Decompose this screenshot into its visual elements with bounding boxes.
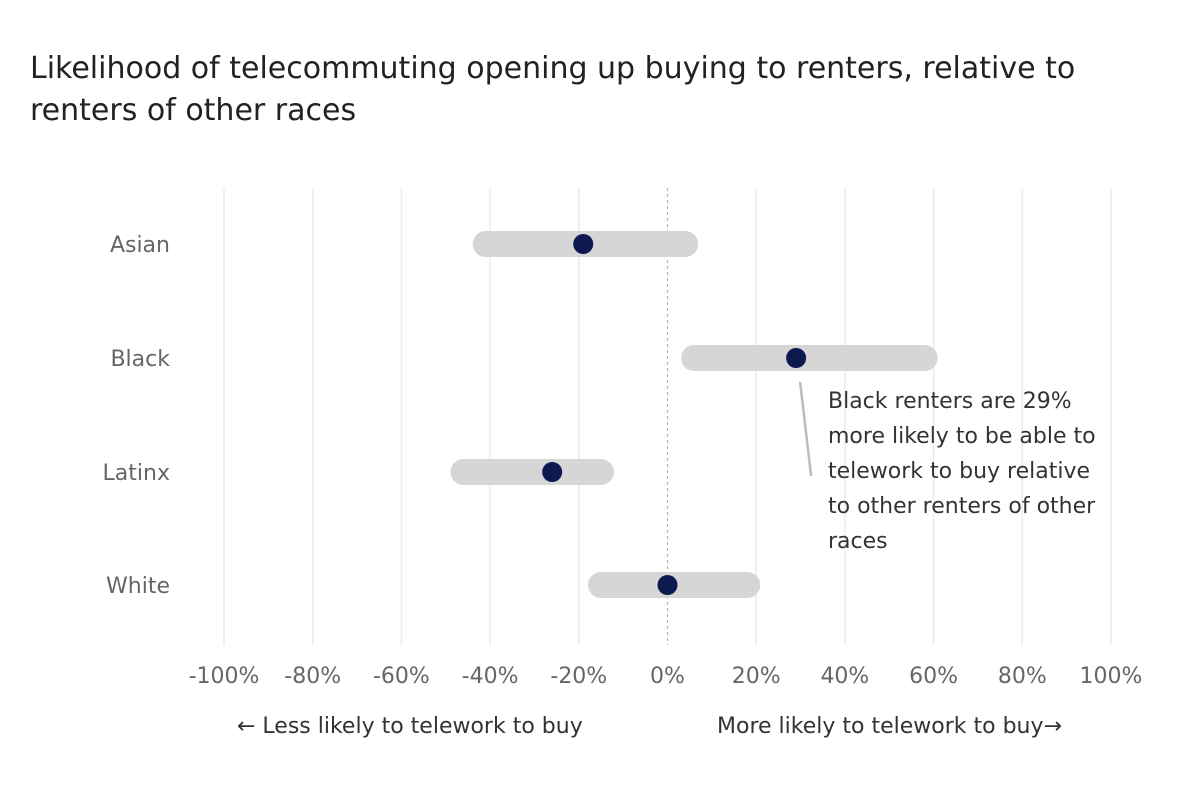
chart-title: Likelihood of telecommuting opening up b… <box>30 51 1076 128</box>
annotation-connector <box>798 381 813 477</box>
x-right-direction-label: More likely to telework to buy→ <box>717 714 1062 739</box>
label-layer: -100% -80% -60% -40% -20% 0% 20% 40% 60% 80% 100% A… <box>103 233 1143 689</box>
estimate-point-black <box>786 348 807 368</box>
x-tick-label: 0% <box>650 664 685 689</box>
estimate-point-latinx <box>542 462 563 482</box>
category-label-white: White <box>106 574 170 599</box>
category-label-asian: Asian <box>110 233 170 258</box>
x-tick-label: 100% <box>1080 664 1143 689</box>
x-tick-label: -20% <box>550 664 607 689</box>
annotation-text: Black renters are 29% more likely to be … <box>828 389 1096 554</box>
estimate-point-asian <box>573 234 594 254</box>
point-layer <box>542 234 807 595</box>
x-tick-label: -100% <box>189 664 260 689</box>
x-tick-label: 20% <box>732 664 781 689</box>
x-tick-label: -80% <box>284 664 341 689</box>
grid-layer <box>223 188 1112 645</box>
x-tick-label: 40% <box>820 664 869 689</box>
x-tick-label: 60% <box>909 664 958 689</box>
category-label-black: Black <box>110 347 170 372</box>
x-tick-label: 80% <box>998 664 1047 689</box>
x-tick-label: -60% <box>373 664 430 689</box>
estimate-point-white <box>657 575 678 595</box>
x-left-direction-label: ← Less likely to telework to buy <box>237 714 583 739</box>
category-label-latinx: Latinx <box>103 461 170 486</box>
x-tick-label: -40% <box>462 664 519 689</box>
